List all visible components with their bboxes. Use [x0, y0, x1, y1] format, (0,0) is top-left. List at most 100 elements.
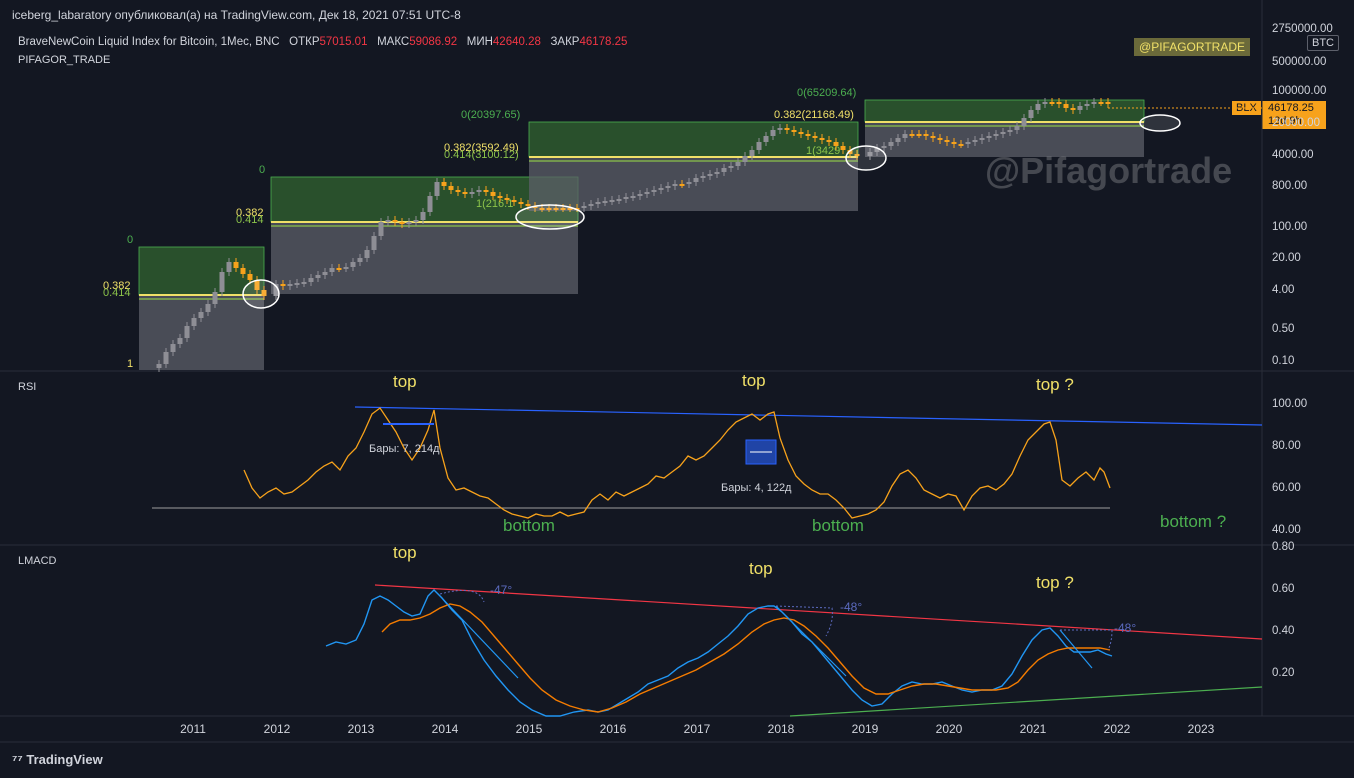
- fib-label: 0: [259, 164, 265, 176]
- low-value: 42640.28: [492, 36, 541, 48]
- rsi-axis-tick: 60.00: [1272, 482, 1301, 494]
- lmacd-top-label: top: [393, 543, 417, 562]
- price-axis-tick: 4000.00: [1272, 149, 1314, 161]
- lmacd-pane-label[interactable]: LMACD: [18, 555, 57, 567]
- candle-body: [630, 196, 636, 198]
- rsi-bottom-label: bottom: [812, 516, 864, 535]
- candle-body: [163, 352, 169, 364]
- candle-body: [254, 280, 260, 290]
- rsi-pane-label[interactable]: RSI: [18, 381, 37, 393]
- candle-body: [1098, 102, 1104, 104]
- candle-body: [1014, 126, 1020, 130]
- candle-body: [588, 204, 594, 206]
- candle-body: [219, 272, 225, 292]
- rsi-top-label: top: [742, 371, 766, 390]
- candle-body: [350, 262, 356, 267]
- symbol-legend: BraveNewCoin Liquid Index for Bitcoin, 1…: [18, 36, 627, 48]
- symbol-title[interactable]: BraveNewCoin Liquid Index for Bitcoin, 1…: [18, 36, 280, 48]
- time-axis-tick: 2015: [516, 722, 543, 736]
- tradingview-brand[interactable]: ⁷⁷ TradingView: [12, 752, 103, 767]
- time-axis-tick: 2019: [852, 722, 879, 736]
- candle-body: [770, 130, 776, 136]
- candle-body: [240, 268, 246, 274]
- candle-body: [177, 338, 183, 344]
- candle-body: [937, 138, 943, 140]
- highlight-ellipse: [845, 145, 887, 171]
- brand-text: TradingView: [26, 752, 103, 767]
- candle-body: [546, 208, 552, 210]
- time-axis-tick: 2021: [1020, 722, 1047, 736]
- candle-body: [511, 200, 517, 202]
- candle-body: [233, 262, 239, 268]
- candle-body: [791, 130, 797, 132]
- candle-body: [385, 220, 391, 222]
- candle-body: [518, 202, 524, 204]
- price-axis-tick: 500000.00: [1272, 56, 1326, 68]
- candle-body: [420, 212, 426, 220]
- candle-body: [539, 208, 545, 210]
- fib-upper-zone: [528, 121, 859, 158]
- candle-body: [1056, 102, 1062, 104]
- candle-body: [301, 282, 307, 284]
- bars-count-label: Бары: 4, 122д: [721, 482, 792, 494]
- candle-body: [742, 156, 748, 162]
- lmacd-axis-tick: 0.60: [1272, 583, 1294, 595]
- low-label: МИН: [466, 36, 493, 48]
- candle-body: [273, 284, 279, 296]
- fib-label: 0: [127, 234, 133, 246]
- candle-body: [247, 274, 253, 280]
- fib-label: 0.414(3100.12): [444, 149, 519, 161]
- candle-countdown: 13d 9h: [1268, 115, 1302, 127]
- candle-body: [1077, 106, 1083, 110]
- fib-label: 0(65209.64): [797, 87, 856, 99]
- candle-body: [1028, 110, 1034, 118]
- candle-body: [448, 186, 454, 190]
- rsi-axis-tick: 40.00: [1272, 524, 1301, 536]
- candle-body: [525, 204, 531, 206]
- currency-badge[interactable]: BTC: [1307, 35, 1339, 51]
- fib-label: 0.382(3592.49): [444, 142, 519, 154]
- price-axis-tick: 100.00: [1272, 221, 1307, 233]
- candle-body: [923, 134, 929, 136]
- lmacd-axis-tick: 0.80: [1272, 541, 1294, 553]
- candle-body: [693, 178, 699, 182]
- candle-body: [623, 197, 629, 199]
- last-price: 46178.25: [1268, 102, 1314, 114]
- rsi-axis-tick: 80.00: [1272, 440, 1301, 452]
- candle-body: [609, 200, 615, 202]
- candle-body: [651, 190, 657, 192]
- fib-lower-zone: [865, 122, 1144, 157]
- candle-body: [993, 134, 999, 136]
- author-badge: @PIFAGORTRADE: [1134, 38, 1250, 56]
- candle-body: [490, 192, 496, 196]
- candle-body: [434, 182, 440, 196]
- price-axis-tick: 800.00: [1272, 180, 1307, 192]
- angle-arc: [439, 589, 485, 603]
- signal-line: [381, 603, 1111, 713]
- indicator-name[interactable]: PIFAGOR_TRADE: [18, 54, 111, 66]
- open-label: ОТКР: [289, 36, 320, 48]
- fib-label: 0.382: [236, 207, 264, 219]
- candle-body: [308, 278, 314, 282]
- candle-body: [392, 220, 398, 222]
- lmacd-slope-line: [1059, 629, 1093, 669]
- candle-body: [686, 182, 692, 184]
- time-axis-tick: 2023: [1188, 722, 1215, 736]
- candle-body: [972, 140, 978, 142]
- candle-body: [462, 192, 468, 194]
- rsi-line: [243, 407, 1111, 519]
- candle-body: [707, 174, 713, 176]
- tradingview-logo-icon: ⁷⁷: [12, 752, 23, 767]
- time-axis-tick: 2011: [180, 722, 206, 736]
- last-price-tag: 46178.25 13d 9h: [1262, 101, 1326, 129]
- candle-body: [1063, 104, 1069, 108]
- angle-arc: [1060, 629, 1113, 651]
- rsi-resistance-line: [354, 406, 1263, 426]
- candle-body: [336, 268, 342, 270]
- candle-body: [406, 222, 412, 224]
- lmacd-resistance-line: [374, 584, 1263, 640]
- candle-body: [1105, 102, 1111, 104]
- candle-body: [958, 144, 964, 146]
- fib-label: 0.382(21168.49): [774, 109, 854, 121]
